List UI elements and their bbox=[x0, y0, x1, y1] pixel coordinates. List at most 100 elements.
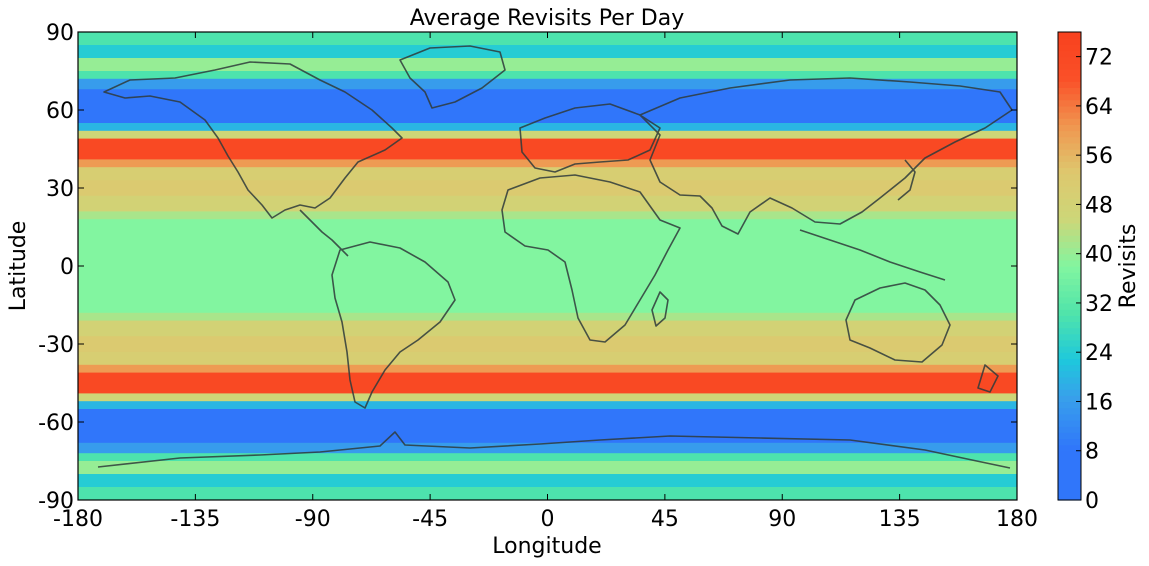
y-tick-label: -90 bbox=[38, 489, 74, 514]
colorbar-tick-label: 32 bbox=[1085, 292, 1113, 317]
heatmap-band-2 bbox=[78, 58, 1017, 72]
colorbar-segment bbox=[1058, 167, 1081, 175]
heatmap-band-21 bbox=[78, 393, 1017, 402]
colorbar-tick-label: 0 bbox=[1085, 489, 1099, 514]
colorbar-segment bbox=[1058, 179, 1081, 187]
heatmap-band-27 bbox=[78, 474, 1017, 488]
heatmap-band-3 bbox=[78, 71, 1017, 80]
colorbar-segment bbox=[1058, 32, 1081, 39]
x-tick-label: 135 bbox=[879, 507, 921, 532]
colorbar-segment bbox=[1058, 302, 1081, 310]
asia-outline bbox=[639, 77, 1013, 235]
x-tick-label: 0 bbox=[541, 507, 555, 532]
heatmap-band-22 bbox=[78, 401, 1017, 410]
heatmap-band-26 bbox=[78, 461, 1017, 475]
x-tick-label: -45 bbox=[412, 507, 448, 532]
heatmap-band-12 bbox=[78, 195, 1017, 212]
colorbar-segment bbox=[1058, 56, 1081, 64]
colorbar-segment bbox=[1058, 155, 1081, 162]
colorbar-segment bbox=[1058, 75, 1081, 82]
colorbar-segment bbox=[1058, 419, 1081, 427]
x-tick-label: -90 bbox=[295, 507, 331, 532]
north-america-outline bbox=[103, 61, 403, 219]
colorbar-segment bbox=[1058, 309, 1081, 316]
colorbar-segment bbox=[1058, 376, 1081, 384]
colorbar-segment bbox=[1058, 432, 1081, 440]
colorbar-segment bbox=[1058, 68, 1081, 76]
colorbar-segment bbox=[1058, 118, 1081, 125]
colorbar-segment bbox=[1058, 487, 1081, 495]
y-tick-label: 30 bbox=[46, 177, 74, 202]
colorbar-segment bbox=[1058, 364, 1081, 372]
colorbar-segment bbox=[1058, 481, 1081, 489]
colorbar-segment bbox=[1058, 222, 1081, 230]
heatmap-bands bbox=[78, 32, 1017, 500]
heatmap-band-19 bbox=[78, 364, 1017, 374]
colorbar-tick-label: 8 bbox=[1085, 440, 1099, 465]
greenland-outline bbox=[399, 45, 506, 109]
colorbar-segment bbox=[1058, 38, 1081, 45]
colorbar-segment bbox=[1058, 99, 1081, 107]
colorbar-segment bbox=[1058, 395, 1081, 403]
heatmap-band-10 bbox=[78, 167, 1017, 181]
x-tick-label: 45 bbox=[651, 507, 679, 532]
colorbar-segment bbox=[1058, 456, 1081, 464]
heatmap-band-14 bbox=[78, 219, 1017, 314]
southeast-asia-islands-outline bbox=[799, 229, 946, 281]
colorbar-tick-label: 24 bbox=[1085, 341, 1113, 366]
colorbar-segment bbox=[1058, 105, 1081, 113]
colorbar-segment bbox=[1058, 333, 1081, 341]
colorbar-segment bbox=[1058, 389, 1081, 396]
colorbar-segment bbox=[1058, 81, 1081, 89]
colorbar-segment bbox=[1058, 407, 1081, 415]
colorbar-segment bbox=[1058, 247, 1081, 255]
colorbar-segment bbox=[1058, 358, 1081, 366]
antarctica-outline bbox=[97, 431, 1011, 469]
colorbar-tick-label: 56 bbox=[1085, 144, 1113, 169]
colorbar-segment bbox=[1058, 229, 1081, 236]
colorbar-segment bbox=[1058, 296, 1081, 304]
heatmap-band-8 bbox=[78, 138, 1017, 160]
colorbar-segment bbox=[1058, 321, 1081, 329]
colorbar-segment bbox=[1058, 93, 1081, 101]
colorbar-tick-label: 16 bbox=[1085, 390, 1113, 415]
chart-title: Average Revisits Per Day bbox=[410, 6, 684, 31]
colorbar-segment bbox=[1058, 253, 1081, 261]
colorbar-segment bbox=[1058, 401, 1081, 409]
colorbar-segment bbox=[1058, 469, 1081, 476]
colorbar-segment bbox=[1058, 266, 1081, 273]
colorbar-label: Revisits bbox=[1116, 224, 1141, 309]
japan-outline bbox=[897, 159, 916, 201]
colorbar-tick-label: 64 bbox=[1085, 95, 1113, 120]
colorbar-frame bbox=[1057, 31, 1082, 501]
heatmap-band-15 bbox=[78, 312, 1017, 322]
colorbar-ticks: 0 8 16 24 32 40 48 56 64 72 bbox=[1076, 46, 1113, 514]
colorbar-tick-label: 72 bbox=[1085, 46, 1113, 71]
heatmap-band-1 bbox=[78, 45, 1017, 59]
colorbar-segment bbox=[1058, 124, 1081, 132]
heatmap-band-11 bbox=[78, 180, 1017, 197]
colorbar-segment bbox=[1058, 50, 1081, 58]
heatmap-band-18 bbox=[78, 351, 1017, 366]
colorbar-segment bbox=[1058, 142, 1081, 150]
colorbar-segment bbox=[1058, 272, 1081, 279]
y-tick-label: 0 bbox=[60, 255, 74, 280]
colorbar-segment bbox=[1058, 173, 1081, 181]
colorbar-segment bbox=[1058, 235, 1081, 242]
colorbar-segment bbox=[1058, 149, 1081, 156]
colorbar-segment bbox=[1058, 426, 1081, 433]
colorbar-tick-label: 40 bbox=[1085, 243, 1113, 268]
colorbar-segment bbox=[1058, 290, 1081, 298]
heatmap-band-17 bbox=[78, 336, 1017, 353]
colorbar-tick-label: 48 bbox=[1085, 193, 1113, 218]
colorbar-segment bbox=[1058, 346, 1081, 353]
colorbar-segment bbox=[1058, 44, 1081, 52]
colorbar-segment bbox=[1058, 210, 1081, 218]
colorbar-segment bbox=[1058, 112, 1081, 119]
y-tick-label: -30 bbox=[38, 333, 74, 358]
colorbar-segment bbox=[1058, 463, 1081, 470]
x-tick-label: 90 bbox=[768, 507, 796, 532]
heatmap-band-9 bbox=[78, 159, 1017, 168]
colorbar-segment bbox=[1058, 475, 1081, 483]
